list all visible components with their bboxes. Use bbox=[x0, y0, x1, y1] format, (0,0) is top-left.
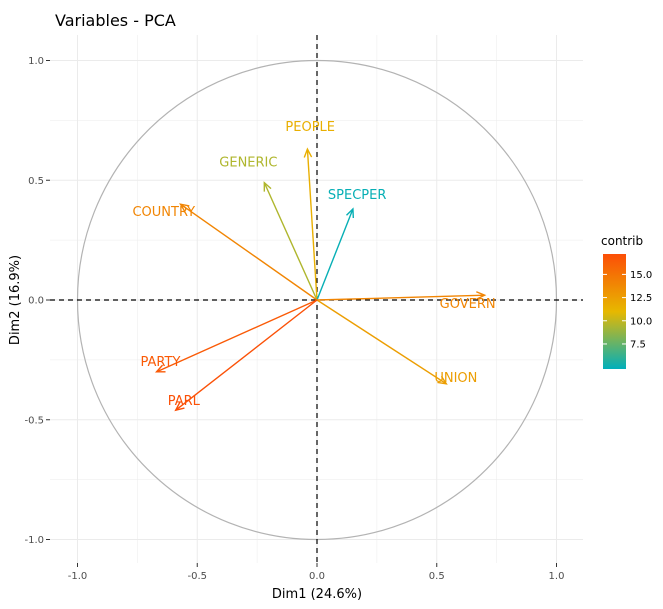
contrib-legend: contrib 15.0 12.5 10.0 7.5 bbox=[601, 234, 652, 369]
y-tick-label: -0.5 bbox=[24, 415, 44, 426]
arrow-shaft bbox=[263, 182, 318, 301]
arrow-shaft bbox=[316, 299, 447, 385]
variable-label-specper: SPECPER bbox=[328, 188, 386, 203]
variable-label-parl: PARL bbox=[168, 394, 201, 409]
chart-title: Variables - PCA bbox=[55, 11, 176, 30]
variable-arrow-parl bbox=[174, 299, 318, 412]
y-axis-ticks: 1.0 0.5 0.0 -0.5 -1.0 bbox=[24, 56, 50, 546]
arrow-head bbox=[154, 364, 166, 373]
arrow-shaft bbox=[316, 208, 354, 301]
x-tick-label: -1.0 bbox=[68, 571, 88, 582]
y-tick-label: 0.5 bbox=[28, 176, 44, 187]
y-axis-label: Dim2 (16.9%) bbox=[8, 255, 23, 345]
x-axis-ticks: -1.0 -0.5 0.0 0.5 1.0 bbox=[68, 563, 565, 582]
legend-tick-label: 12.5 bbox=[630, 293, 652, 304]
arrow-head bbox=[303, 147, 313, 158]
x-tick-label: 0.0 bbox=[309, 571, 325, 582]
variable-label-govern: GOVERN bbox=[440, 297, 496, 312]
variable-arrow-country bbox=[179, 203, 318, 301]
arrow-head bbox=[263, 181, 272, 192]
legend-tick-label: 10.0 bbox=[630, 316, 652, 327]
variable-label-union: UNION bbox=[434, 371, 477, 386]
variable-label-generic: GENERIC bbox=[219, 156, 277, 171]
variable-label-people: PEOPLE bbox=[285, 120, 335, 135]
arrow-head bbox=[346, 207, 355, 219]
y-tick-label: 1.0 bbox=[28, 56, 44, 67]
arrow-shaft bbox=[316, 294, 485, 301]
x-tick-label: 1.0 bbox=[549, 571, 565, 582]
arrow-head bbox=[437, 375, 448, 385]
arrow-head bbox=[174, 401, 185, 412]
y-tick-label: 0.0 bbox=[28, 296, 44, 307]
legend-tick-label: 7.5 bbox=[630, 339, 646, 350]
arrow-shaft bbox=[306, 149, 318, 301]
variable-arrow-union bbox=[316, 299, 448, 385]
arrow-head bbox=[476, 291, 487, 300]
x-axis-label: Dim1 (24.6%) bbox=[272, 587, 362, 602]
variable-arrow-govern bbox=[316, 291, 487, 301]
arrow-shaft bbox=[156, 299, 318, 373]
legend-title: contrib bbox=[601, 234, 643, 248]
variable-arrow-specper bbox=[316, 207, 355, 301]
legend-tick-label: 15.0 bbox=[630, 270, 652, 281]
plot-panel: PEOPLE GENERIC SPECPER COUNTRY GOVERN UNION PA… bbox=[50, 35, 583, 563]
variable-arrow-people bbox=[303, 147, 318, 301]
y-tick-label: -1.0 bbox=[24, 535, 44, 546]
variable-label-party: PARTY bbox=[141, 355, 181, 370]
arrow-shaft bbox=[175, 299, 318, 411]
variable-label-country: COUNTRY bbox=[132, 205, 195, 220]
x-tick-label: -0.5 bbox=[187, 571, 207, 582]
arrow-shaft bbox=[180, 203, 318, 301]
x-tick-label: 0.5 bbox=[429, 571, 445, 582]
variable-arrow-generic bbox=[263, 181, 318, 301]
legend-colorbar bbox=[603, 254, 626, 369]
arrow-head bbox=[179, 203, 190, 213]
variable-arrow-party bbox=[154, 299, 318, 373]
